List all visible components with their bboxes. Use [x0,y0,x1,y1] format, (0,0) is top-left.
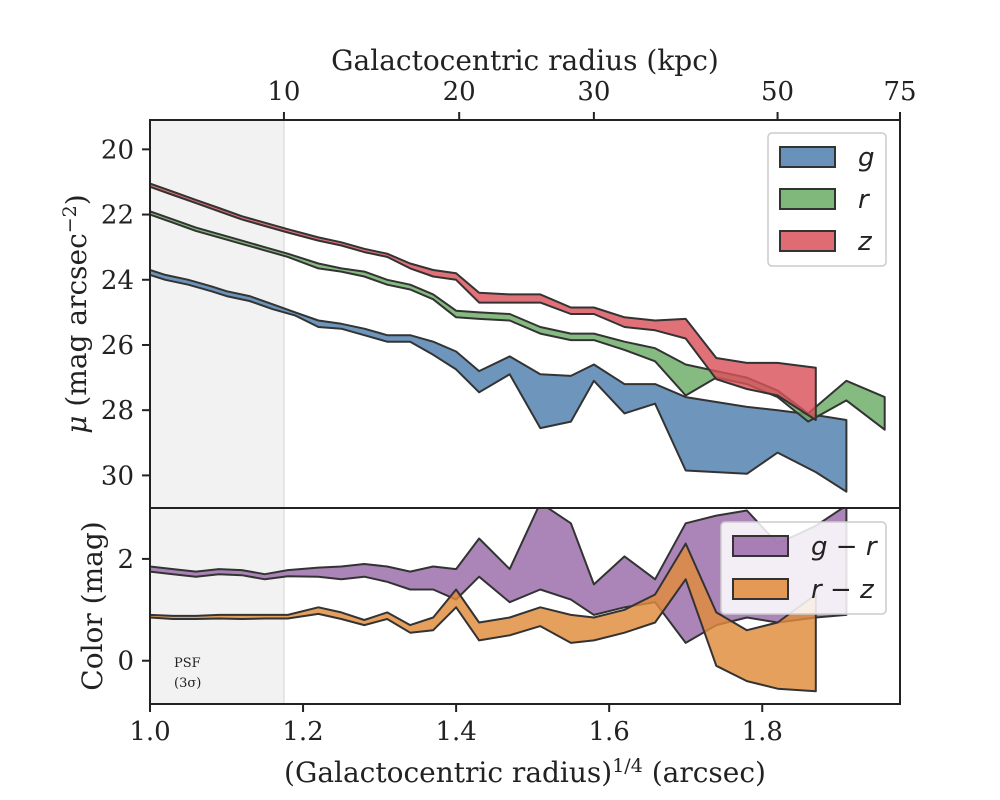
psf-annotation-line1: PSF [174,656,201,671]
legend-label: r − z [811,575,875,605]
legend-label: z [857,227,873,257]
x-tick-label: 1.8 [742,717,783,747]
top-panel-series [150,182,886,493]
y-tick-label: 22 [101,201,134,231]
legend-label: g − r [811,532,879,562]
color-y-tick-label: 0 [117,647,134,677]
axis-ticks: 1.0 1.2 1.4 1.6 1.8 10 20 30 50 75 20 22 24 26 28 30 0 2 [101,77,917,747]
top-y-axis-title: μ (mag arcsec−2) [59,194,93,433]
bottom-x-axis-title: (Galactocentric radius)1/4 (arcsec) [284,755,766,789]
y-tick-label: 20 [101,135,134,165]
bottom-legend: g − r r − z [720,521,887,615]
x-tick-label: 1.2 [282,717,323,747]
x-tick-label: 1.6 [589,717,630,747]
y-tick-label: 26 [101,331,134,361]
psf-region-top [150,120,284,508]
top-x-tick-label: 50 [761,77,794,107]
bottom-panel-frame [149,507,901,705]
legend-swatch [779,188,836,210]
band-gr [150,508,848,644]
legend-swatch [732,535,789,557]
band-g [150,269,848,493]
legend-swatch [779,146,836,168]
y-tick-label: 30 [101,461,134,491]
y-tick-label: 28 [101,396,134,426]
top-x-axis-title: Galactocentric radius (kpc) [331,44,719,77]
top-x-tick-label: 30 [577,77,610,107]
legend-label: r [858,185,871,215]
legend-swatch [732,578,789,600]
band-rz [150,542,817,693]
psf-annotation-line2: (3σ) [174,676,201,691]
band-r [150,210,886,431]
top-x-tick-label: 75 [883,77,916,107]
top-x-tick-label: 10 [267,77,300,107]
top-legend: grz [767,132,887,267]
y-tick-label: 24 [101,266,134,296]
bottom-y-axis-title: Color (mag) [76,521,109,690]
x-tick-label: 1.4 [435,717,476,747]
top-x-tick-label: 20 [443,77,476,107]
legend-swatch [779,230,836,252]
psf-region-bottom [150,508,284,704]
band-z [150,182,817,421]
color-y-tick-label: 2 [117,545,134,575]
x-tick-label: 1.0 [129,717,170,747]
bottom-panel-series [150,508,848,693]
legend-label: g [858,143,875,173]
